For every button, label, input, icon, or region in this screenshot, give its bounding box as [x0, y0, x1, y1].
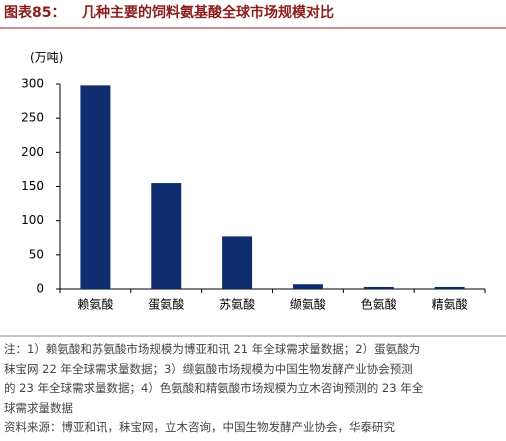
note-line: 球需求量数据	[4, 400, 73, 415]
unit-label: (万吨)	[30, 51, 63, 65]
x-tick-label: 赖氨酸	[77, 297, 113, 312]
note-line: 秣宝网 22 年全球需求量数据；3）缬氨酸市场规模为中国生物发酵产业协会预测	[4, 361, 413, 376]
x-tick-label: 苏氨酸	[219, 297, 255, 312]
note-line: 注：1）赖氨酸和苏氨酸市场规模为博亚和讯 21 年全球需求量数据；2）蛋氨酸为	[4, 342, 421, 356]
bar	[363, 286, 394, 289]
y-tick-label: 0	[36, 282, 44, 296]
x-tick-label: 精氨酸	[432, 297, 468, 312]
chart: 图表85： 几种主要的饲料氨基酸全球市场规模对比 (万吨) 0 50 100 150 2…	[0, 4, 506, 337]
y-tick-label: 200	[21, 145, 44, 159]
y-tick-label: 150	[21, 179, 44, 193]
y-tick-label: 300	[21, 77, 44, 91]
chart-title: 几种主要的饲料氨基酸全球市场规模对比	[82, 4, 334, 21]
y-tick-label: 100	[21, 213, 44, 227]
note-line: 的 23 年全球需求量数据；4）色氨酸和精氨酸市场规模为立木咨询预测的 23 年…	[4, 381, 424, 395]
bar	[151, 183, 182, 289]
x-tick-label: 缬氨酸	[290, 297, 326, 312]
bar	[80, 85, 111, 289]
y-tick-label: 50	[29, 247, 44, 261]
bar	[292, 284, 323, 289]
x-tick-label: 色氨酸	[361, 297, 397, 312]
figure-label: 图表85：	[4, 4, 65, 21]
y-tick-label: 250	[21, 111, 44, 125]
x-tick-label: 蛋氨酸	[148, 297, 184, 312]
bar	[222, 236, 253, 289]
bar	[434, 286, 465, 289]
note-line: 资料来源：博亚和讯，秣宝网，立木咨询，中国生物发酵产业协会，华泰研究	[4, 420, 395, 434]
